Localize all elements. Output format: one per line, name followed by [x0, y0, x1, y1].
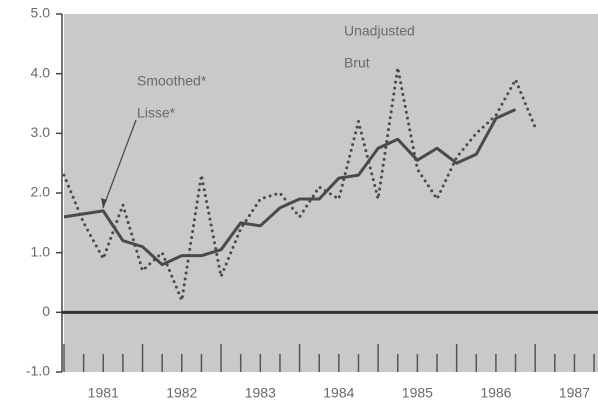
- annotation: Unadjusted: [344, 23, 415, 39]
- x-tick-label: 1984: [323, 385, 354, 401]
- x-tick-label: 1983: [245, 385, 276, 401]
- annotation: Lisse*: [137, 105, 176, 121]
- x-tick-label: 1987: [559, 385, 590, 401]
- x-tick-label: 1986: [480, 385, 511, 401]
- y-tick-label: 4.0: [31, 64, 51, 80]
- y-tick-label: 2.0: [31, 184, 51, 200]
- annotation-arrowhead: [101, 198, 107, 208]
- x-tick-label: 1981: [88, 385, 119, 401]
- annotation: Smoothed*: [137, 73, 207, 89]
- y-tick-label: 5.0: [31, 5, 51, 21]
- annotation: Brut: [344, 55, 370, 71]
- x-tick-label: 1985: [402, 385, 433, 401]
- x-tick-label: 1982: [166, 385, 197, 401]
- series-line: [62, 67, 537, 306]
- y-tick-label: -1.0: [26, 363, 50, 379]
- annotation-arrow: [102, 119, 137, 209]
- y-tick-label: 1.0: [31, 243, 51, 259]
- y-tick-label: 0: [42, 303, 50, 319]
- y-tick-label: 3.0: [31, 124, 51, 140]
